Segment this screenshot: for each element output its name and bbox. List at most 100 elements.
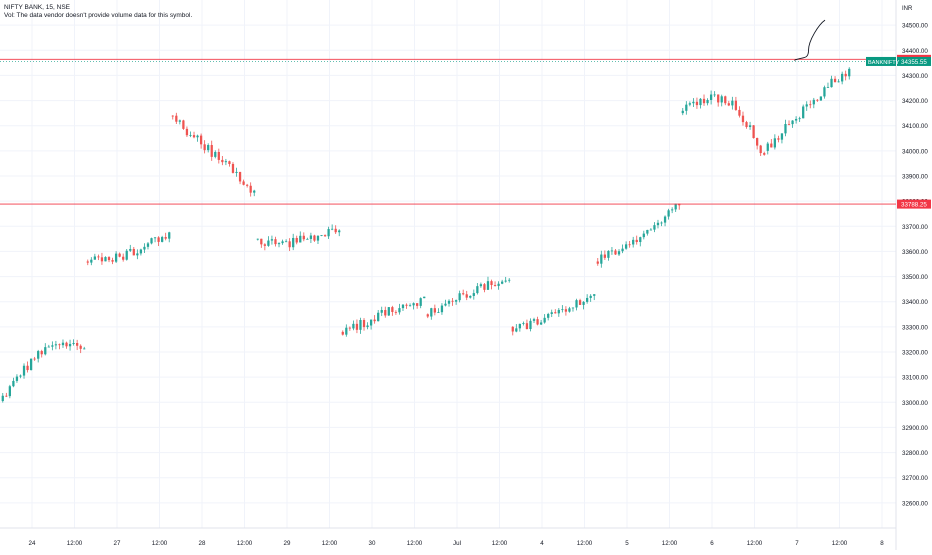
time-tick-label: 12:00 (832, 540, 848, 547)
time-tick-label: 12:00 (67, 540, 83, 547)
candle-body (246, 184, 249, 186)
time-tick-label: 27 (114, 540, 121, 547)
candle-body (338, 230, 341, 233)
symbol-legend: NIFTY BANK, 15, NSE (4, 4, 70, 11)
time-tick-label: 12:00 (662, 540, 678, 547)
candle-body (369, 319, 373, 326)
time-tick-label: 12:00 (577, 540, 593, 547)
candle-body (490, 281, 493, 286)
candle-body (235, 171, 238, 173)
candle-body (787, 124, 791, 125)
candle-body (702, 98, 706, 104)
candle-body (483, 284, 486, 290)
candle-body (561, 309, 564, 311)
candle-body (536, 319, 539, 325)
last-price-tag (897, 56, 931, 66)
candle-body (447, 300, 451, 304)
candle-body (355, 323, 359, 330)
candle-body (277, 243, 281, 245)
time-tick-label: 8 (880, 540, 884, 547)
candle-body (323, 235, 327, 237)
candle-body (539, 322, 543, 325)
candle-body (72, 343, 75, 344)
candle-body (40, 351, 43, 355)
candle-body (646, 229, 649, 234)
candle-body (660, 222, 663, 224)
candle-body (515, 328, 518, 332)
candle-body (114, 253, 118, 262)
candle-body (58, 344, 61, 346)
candle-body (748, 125, 752, 128)
candle-body (635, 239, 638, 243)
volume-note: Vol: The data vendor doesn't provide vol… (4, 12, 193, 19)
candle-body (727, 103, 730, 106)
candle-body (122, 256, 125, 260)
candle-body (451, 300, 454, 302)
candle-body (440, 305, 444, 313)
candle-body (554, 312, 557, 314)
candle-body (306, 238, 309, 240)
candle-body (571, 307, 575, 309)
price-tick-label: 34200.00 (902, 98, 928, 105)
candle-body (401, 304, 405, 309)
candle-body (408, 305, 412, 307)
candle-body (26, 365, 29, 371)
candle-body (192, 135, 196, 138)
price-tick-label: 33500.00 (902, 274, 928, 281)
candle-body (182, 120, 185, 129)
candle-body (695, 101, 699, 106)
candle-body (164, 237, 167, 239)
candle-body (582, 301, 585, 305)
price-tick-label: 32900.00 (902, 425, 928, 432)
price-tick-label: 32800.00 (902, 450, 928, 457)
candle-body (15, 376, 19, 381)
candle-body (681, 110, 684, 114)
candle-body (794, 118, 798, 121)
candle-body (543, 317, 546, 323)
candle-body (320, 235, 323, 236)
candle-body (841, 73, 844, 82)
candle-body (511, 326, 514, 332)
candle-body (603, 254, 606, 258)
candle-body (203, 144, 206, 151)
candle-body (345, 327, 348, 335)
time-tick-label: Jul (453, 540, 461, 547)
candle-body (809, 104, 812, 106)
candle-body (37, 351, 40, 359)
candle-body (316, 235, 320, 241)
candle-body (720, 96, 723, 103)
candle-body (547, 313, 550, 318)
candle-body (437, 312, 440, 313)
candle-body (465, 294, 468, 298)
candle-body (93, 256, 96, 260)
candle-body (68, 343, 72, 347)
candle-body (692, 101, 695, 104)
candle-body (802, 106, 805, 119)
candle-body (462, 293, 465, 295)
price-tick-label: 33300.00 (902, 324, 928, 331)
candle-body (136, 253, 139, 256)
candle-body (284, 241, 288, 243)
candle-body (111, 260, 114, 262)
time-tick-label: 12:00 (322, 540, 338, 547)
candle-body (295, 237, 298, 243)
candle-body (377, 312, 380, 322)
candle-body (568, 308, 571, 312)
time-tick-label: 12:00 (407, 540, 423, 547)
candle-body (639, 237, 642, 243)
candle-body (826, 87, 830, 88)
candle-body (628, 244, 631, 246)
time-tick-label: 12:00 (152, 540, 168, 547)
candle-body (713, 94, 716, 96)
candle-body (150, 238, 153, 244)
candle-body (196, 135, 199, 138)
candle-body (731, 100, 734, 106)
level-price-label: 33788.25 (901, 201, 927, 208)
time-tick-label: 12:00 (237, 540, 253, 547)
symbol-tag (866, 56, 896, 66)
candle-body (593, 294, 596, 296)
candle-body (816, 99, 819, 101)
time-tick-label: 12:00 (492, 540, 508, 547)
